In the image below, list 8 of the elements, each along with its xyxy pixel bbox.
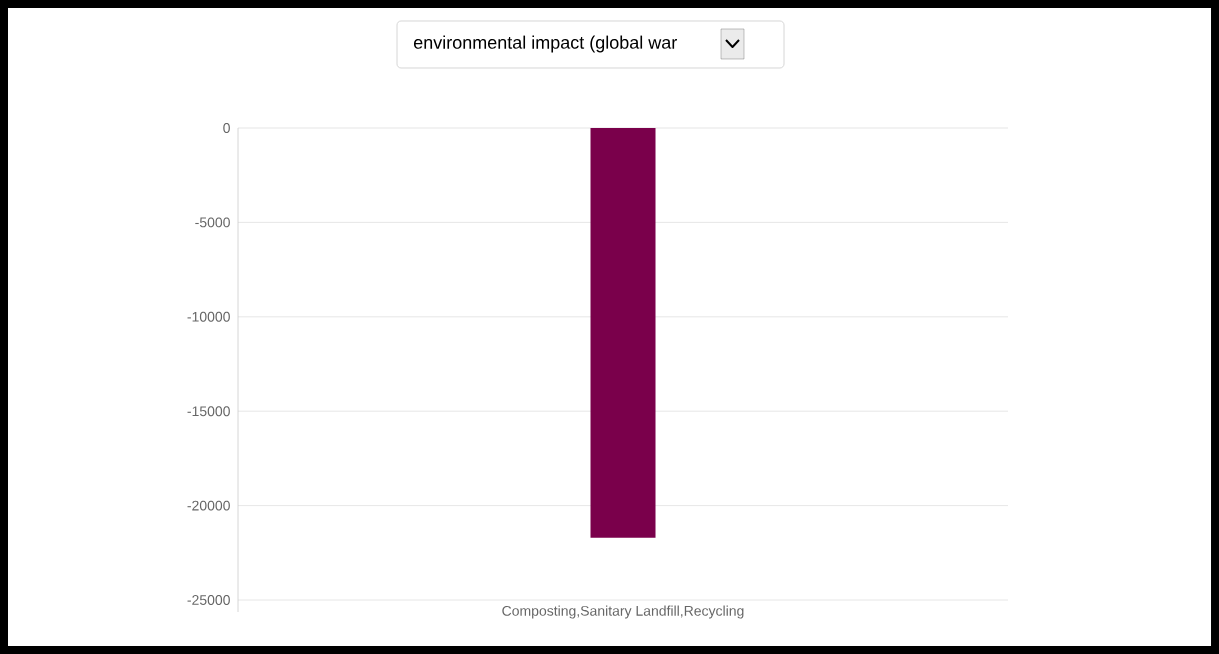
y-tick-label: -15000 (187, 406, 230, 417)
y-tick-label: -5000 (195, 217, 230, 228)
y-tick-label: -25000 (187, 595, 230, 605)
x-tick-label: Composting,Sanitary Landfill,Recycling (502, 605, 744, 619)
y-tick-label: -10000 (187, 311, 230, 322)
chart-title: environmental impact (global war (413, 35, 677, 53)
y-tick-label: -20000 (187, 500, 230, 511)
y-tick-label: 0 (223, 123, 230, 133)
